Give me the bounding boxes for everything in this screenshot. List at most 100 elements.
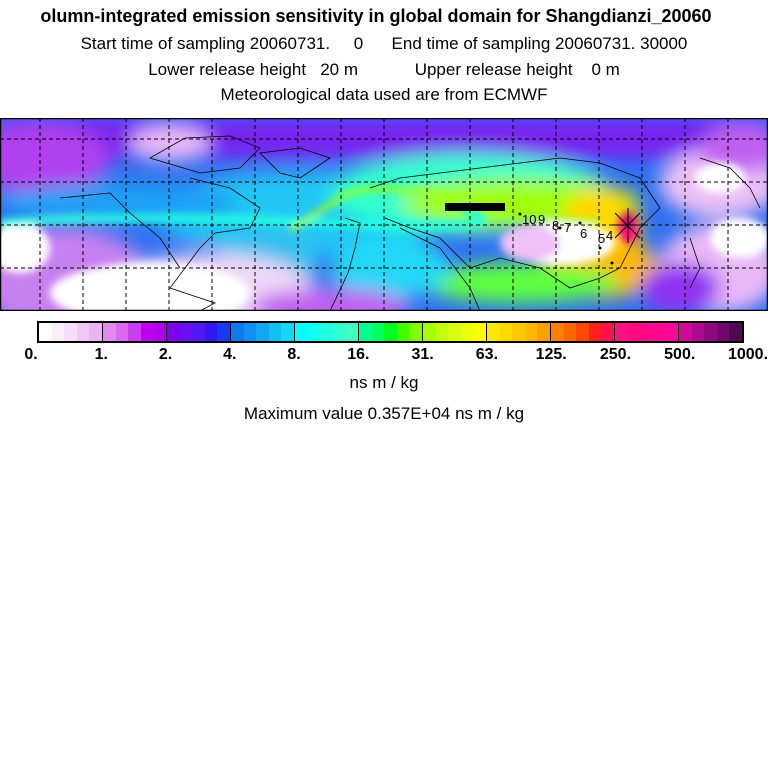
traj-label: 4 [606, 228, 613, 243]
colorbar-tick-label: 250. [599, 346, 632, 363]
colorbar-segment [231, 323, 295, 341]
colorbar-tick-label: 1. [94, 346, 108, 363]
colorbar-swatch [551, 323, 564, 341]
colorbar-swatch [320, 323, 333, 341]
traj-label: 5 [598, 231, 605, 246]
colorbar-tick-label: 0. [24, 346, 38, 363]
colorbar-swatch [499, 323, 513, 341]
upper-value: 0 m [591, 60, 620, 79]
colorbar-swatch [115, 323, 129, 341]
colorbar-swatch [537, 323, 550, 341]
colorbar-swatch [396, 323, 410, 341]
colorbar-tick-label: 500. [664, 346, 696, 363]
colorbar-swatch [601, 323, 614, 341]
colorbar-swatch [192, 323, 205, 341]
colorbar-swatch [231, 323, 244, 341]
graticule [0, 118, 768, 311]
colorbar-swatch [371, 323, 385, 341]
colorbar-swatch [39, 323, 52, 341]
traj-label: 6 [580, 226, 587, 241]
emission-sensitivity-map: 10 9 8 7 6 5 4 [0, 118, 768, 311]
colorbar-swatch [691, 323, 705, 341]
colorbar-swatch [128, 323, 141, 341]
colorbar-segment [167, 323, 231, 341]
traj-label: 9 [538, 212, 545, 227]
colorbar-swatch [627, 323, 641, 341]
colorbar-swatch [345, 323, 358, 341]
colorbar-swatch [423, 323, 436, 341]
colorbar-swatch [409, 323, 422, 341]
colorbar-swatch [524, 323, 538, 341]
start-label: Start time of sampling [80, 34, 245, 53]
colorbar-swatch [588, 323, 602, 341]
colorbar-tick-label: 31. [411, 346, 434, 363]
colorbar-tick-label: 8. [287, 346, 301, 363]
colorbar-swatch [435, 323, 449, 341]
colorbar-swatch [89, 323, 102, 341]
colorbar-segment [551, 323, 615, 341]
colorbar-tick-label: 4. [223, 346, 237, 363]
colorbar-tick-label: 63. [475, 346, 499, 363]
maximum-value: Maximum value 0.357E+04 ns m / kg [243, 404, 525, 423]
met-data-note: Meteorological data used are from ECMWF [220, 85, 548, 104]
colorbar-swatch [704, 323, 717, 341]
colorbar-swatch [576, 323, 589, 341]
coastlines [59, 135, 761, 311]
colorbar-swatch [665, 323, 678, 341]
start-value: 20060731. [249, 34, 331, 53]
colorbar-swatch [652, 323, 666, 341]
lower-value: 20 m [320, 60, 359, 79]
colorbar-segment [487, 323, 551, 341]
colorbar-swatch [268, 323, 282, 341]
colorbar-swatch [76, 323, 90, 341]
colorbar-swatch [243, 323, 257, 341]
colorbar-swatch [729, 323, 742, 341]
colorbar-swatch [384, 323, 397, 341]
colorbar-swatch [460, 323, 474, 341]
colorbar-segment [359, 323, 423, 341]
colorbar-swatch [140, 323, 154, 341]
colorbar-swatch [64, 323, 77, 341]
colorbar-swatch [640, 323, 653, 341]
traj-label: 7 [564, 220, 571, 235]
colorbar-swatch [256, 323, 269, 341]
colorbar-swatch [153, 323, 166, 341]
colorbar-tick-label: 1000. [727, 346, 768, 363]
colorbar-swatch [563, 323, 577, 341]
colorbar-swatch [487, 323, 500, 341]
colorbar-swatch [615, 323, 628, 341]
start-hour: 0 [353, 34, 364, 53]
plot-title: olumn-integrated emission sensitivity in… [40, 6, 712, 26]
colorbar [37, 321, 744, 343]
colorbar-swatch [167, 323, 180, 341]
colorbar-tick-label: 125. [535, 346, 567, 363]
end-label: End time of sampling [391, 34, 551, 53]
colorbar-tick-label: 16. [347, 346, 370, 363]
colorbar-swatch [448, 323, 461, 341]
colorbar-swatch [103, 323, 116, 341]
end-value: 20060731. 30000 [555, 34, 688, 53]
colorbar-swatch [51, 323, 65, 341]
colorbar-tick-label: 2. [158, 346, 173, 363]
colorbar-swatch [716, 323, 730, 341]
colorbar-swatch [217, 323, 230, 341]
colorbar-segment [295, 323, 359, 341]
colorbar-segment [39, 323, 103, 341]
trajectory-markers [445, 203, 614, 265]
release-heights: Lower release height 20 m Upper release … [0, 60, 768, 80]
sensitivity-field [0, 118, 768, 311]
lower-label: Lower release height [148, 60, 307, 79]
colorbar-segment [679, 323, 742, 341]
colorbar-swatch [473, 323, 486, 341]
colorbar-segment [615, 323, 679, 341]
colorbar-swatch [512, 323, 525, 341]
colorbar-swatch [281, 323, 294, 341]
colorbar-unit: ns m / kg [349, 373, 419, 392]
colorbar-segment [423, 323, 487, 341]
sampling-times: Start time of sampling 20060731. 0 End t… [0, 34, 768, 54]
colorbar-swatch [359, 323, 372, 341]
colorbar-segment [103, 323, 167, 341]
colorbar-swatch [295, 323, 308, 341]
colorbar-swatch [204, 323, 218, 341]
upper-label: Upper release height [414, 60, 573, 79]
